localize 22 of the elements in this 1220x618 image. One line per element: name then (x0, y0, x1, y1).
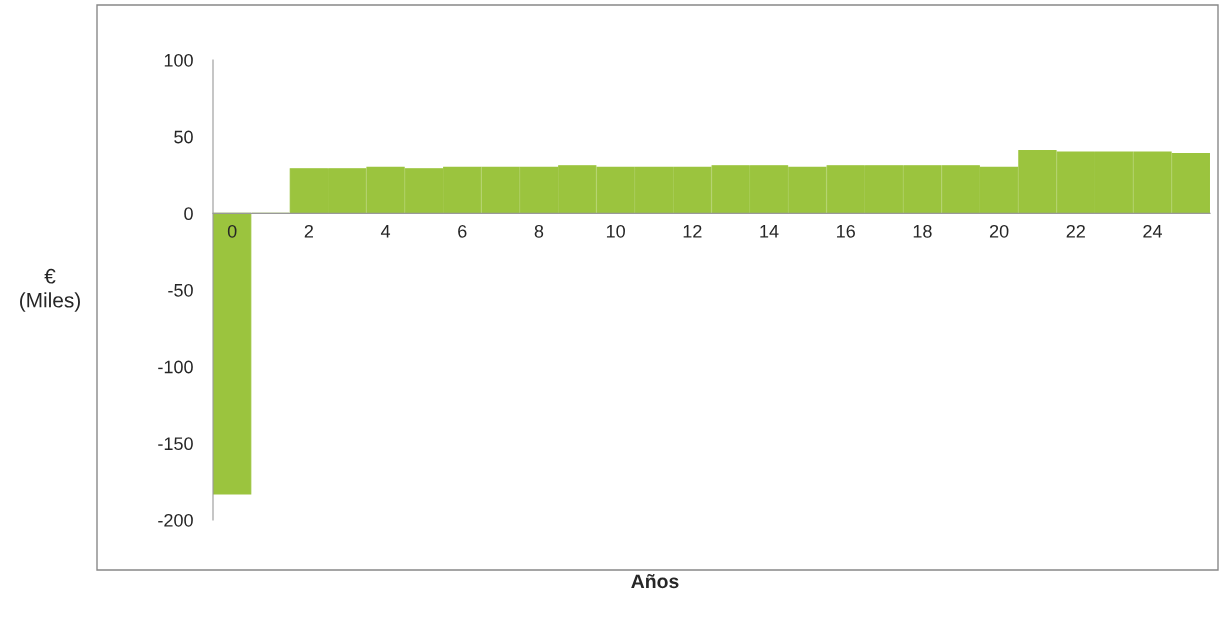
x-tick-label: 10 (606, 224, 625, 238)
x-axis-title: Años (631, 574, 679, 589)
x-tick-label: 0 (227, 224, 237, 238)
x-tick-label: 8 (534, 224, 544, 238)
y-axis-title: € (Miles) (20, 268, 80, 312)
x-tick-label: 4 (380, 225, 391, 238)
y-tick-label: 100 (164, 53, 193, 67)
y-tick-label: -50 (168, 283, 193, 297)
y-tick-label: -200 (158, 513, 193, 527)
x-tick-label: 12 (683, 224, 702, 238)
x-tick-label: 6 (458, 224, 467, 238)
x-tick-label: 22 (1066, 224, 1085, 238)
x-tick-label: 18 (913, 224, 932, 238)
x-tick-label: 20 (989, 224, 1009, 238)
x-tick-label: 24 (1143, 224, 1162, 238)
y-tick-label: -100 (158, 360, 193, 374)
y-tick-label: -150 (158, 437, 193, 451)
x-tick-label: 14 (760, 225, 779, 238)
x-tick-label: 16 (837, 224, 855, 238)
y-tick-label: 0 (184, 207, 193, 221)
x-tick-label: 2 (304, 224, 313, 238)
y-tick-label: 50 (174, 130, 193, 144)
